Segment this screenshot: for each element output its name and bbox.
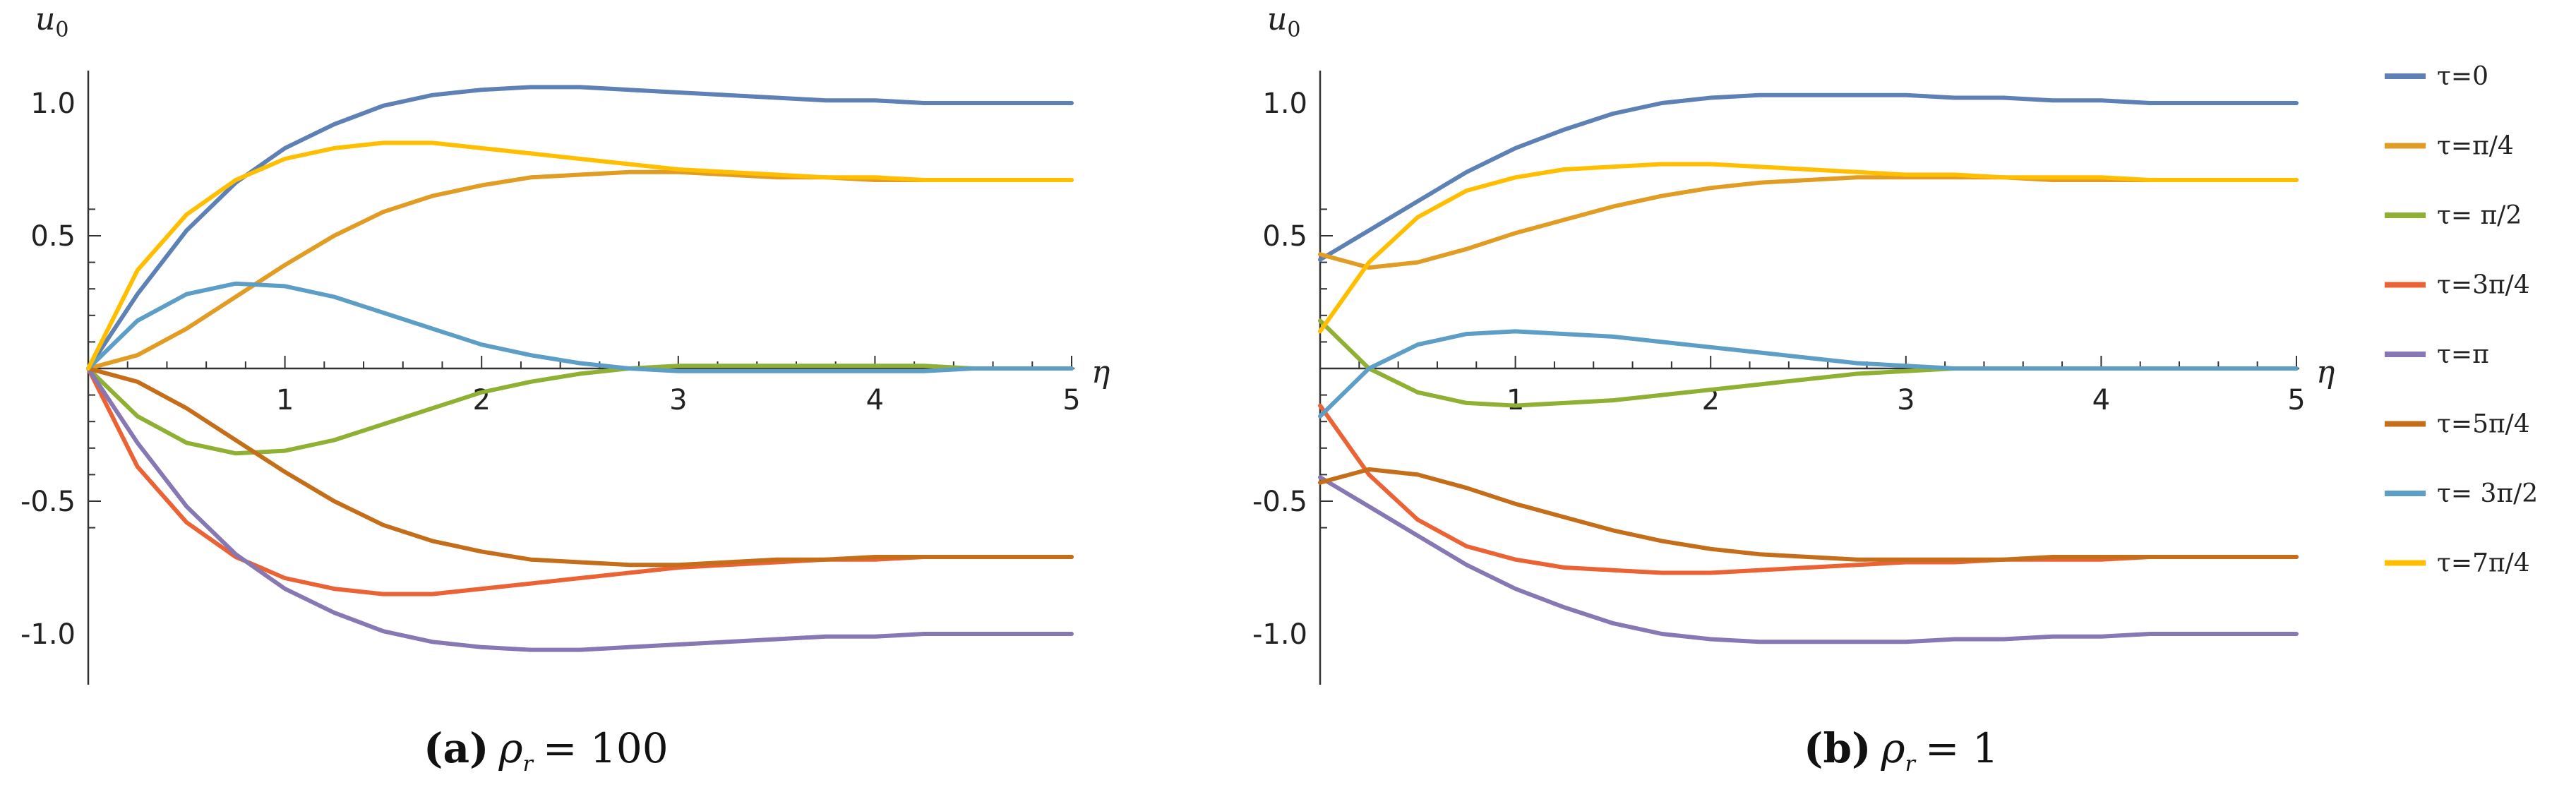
legend-label-0: τ=0 xyxy=(2437,62,2488,91)
x-tick-label: 3 xyxy=(669,384,687,416)
series-line-4 xyxy=(1318,475,2299,644)
y-axis-label: u0 xyxy=(35,1,68,42)
caption-part: 0 xyxy=(1287,18,1300,42)
x-tick-label: 4 xyxy=(866,384,884,416)
legend-label-5: τ=5π/4 xyxy=(2437,410,2530,439)
x-tick-label: 1 xyxy=(1506,384,1524,416)
series-line-0 xyxy=(86,85,1074,371)
y-tick-label: 1.0 xyxy=(1262,88,1307,120)
caption-part: 0 xyxy=(55,18,68,42)
caption-part: = 100 xyxy=(543,724,669,772)
x-tick-label: 3 xyxy=(1897,384,1915,416)
y-tick-label: -1.0 xyxy=(20,618,76,651)
legend-label-2: τ= π/2 xyxy=(2437,201,2522,230)
legend-label-4: τ=π xyxy=(2437,340,2489,369)
legend-label-7: τ=7π/4 xyxy=(2437,549,2530,578)
x-tick-label: 5 xyxy=(2287,384,2305,416)
caption-part: u xyxy=(35,1,55,37)
caption-part: = 1 xyxy=(1925,724,1999,772)
y-tick-label: 0.5 xyxy=(1262,220,1307,253)
x-tick-label: 1 xyxy=(276,384,294,416)
y-tick-label: -0.5 xyxy=(20,486,76,518)
x-axis-label: η xyxy=(1091,354,1110,390)
series-line-4 xyxy=(86,366,1074,652)
y-tick-label: -0.5 xyxy=(1252,486,1307,518)
x-tick-label: 4 xyxy=(2092,384,2110,416)
caption-part: (a) xyxy=(424,724,489,772)
caption-part: u xyxy=(1267,1,1287,37)
y-axis-label: u0 xyxy=(1267,1,1300,42)
series-line-1 xyxy=(86,169,1074,371)
caption-part: r xyxy=(523,752,534,776)
x-axis-label: η xyxy=(2316,354,2335,390)
y-tick-label: -1.0 xyxy=(1252,618,1307,651)
caption-part: (b) xyxy=(1804,724,1871,772)
subfigure-caption: (b) ρr = 1 xyxy=(1804,724,1999,776)
subfigure-caption: (a) ρr = 100 xyxy=(424,724,669,776)
legend-label-1: τ=π/4 xyxy=(2437,132,2514,161)
caption-part: ρ xyxy=(498,724,522,772)
x-tick-label: 5 xyxy=(1062,384,1080,416)
y-tick-label: 0.5 xyxy=(30,220,76,253)
series-line-6 xyxy=(86,281,1074,373)
y-tick-label: 1.0 xyxy=(30,88,76,120)
series-line-7 xyxy=(86,140,1074,371)
legend-label-6: τ= 3π/2 xyxy=(2437,479,2538,508)
series-line-5 xyxy=(86,366,1074,568)
series-line-5 xyxy=(1318,467,2299,562)
caption-part: ρ xyxy=(1880,724,1905,772)
series-line-0 xyxy=(1318,92,2299,262)
series-line-6 xyxy=(1318,329,2299,419)
series-line-7 xyxy=(1318,162,2299,334)
legend-label-3: τ=3π/4 xyxy=(2437,271,2530,300)
legend: τ=0 τ=π/4 τ= π/2 τ=3π/4 τ=π τ=5π/4 τ= 3π/2 τ=7π… xyxy=(2385,62,2538,578)
caption-part: r xyxy=(1905,752,1917,776)
